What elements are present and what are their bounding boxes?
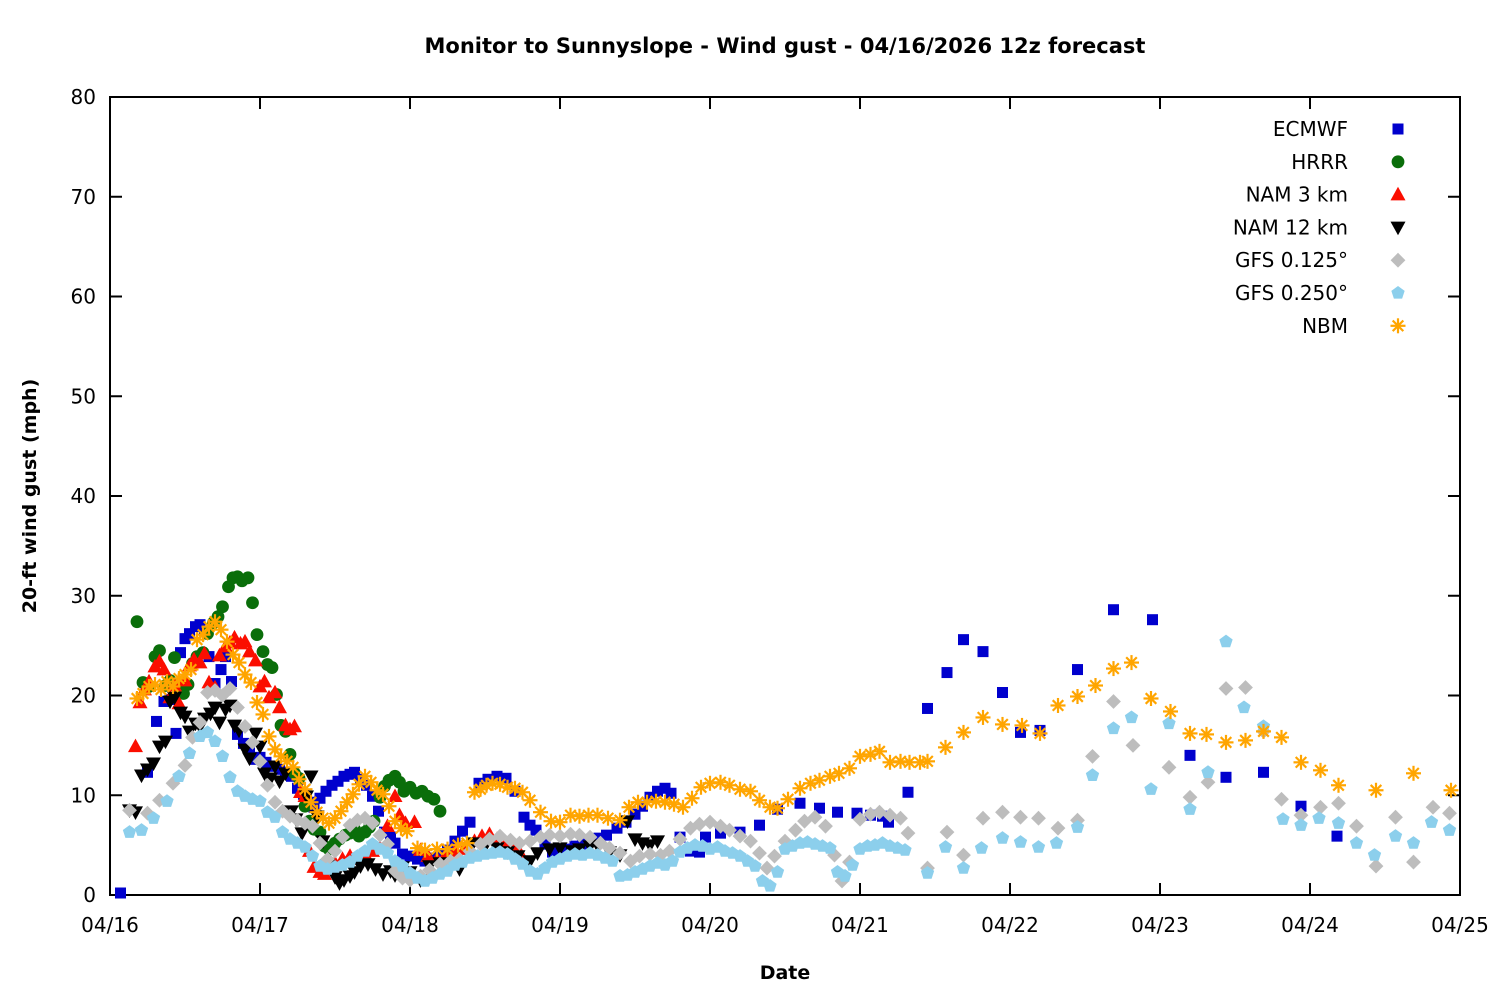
legend-item-nam-12-km: NAM 12 km — [1233, 215, 1406, 239]
x-tick-label: 04/19 — [531, 913, 589, 937]
legend-label: GFS 0.125° — [1235, 248, 1348, 272]
x-tick-label: 04/23 — [1131, 913, 1189, 937]
legend-item-nam-3-km: NAM 3 km — [1246, 183, 1406, 207]
x-tick-label: 04/25 — [1431, 913, 1489, 937]
y-tick-label: 20 — [71, 684, 96, 708]
legend: ECMWF HRRR NAM 3 km NAM 12 km GFS 0.125° GFS … — [1233, 117, 1406, 338]
x-tick-label: 04/22 — [981, 913, 1039, 937]
x-tick-label: 04/24 — [1281, 913, 1339, 937]
legend-label: ECMWF — [1273, 117, 1348, 141]
y-tick-label: 0 — [83, 883, 96, 907]
y-tick-label: 10 — [71, 783, 96, 807]
series-nbm — [129, 614, 1459, 858]
legend-label: HRRR — [1291, 150, 1348, 174]
legend-label: NAM 3 km — [1246, 183, 1348, 207]
y-tick-label: 40 — [71, 484, 96, 508]
legend-item-gfs-0-125: GFS 0.125° — [1235, 248, 1406, 272]
x-tick-label: 04/17 — [231, 913, 289, 937]
x-tick-label: 04/21 — [831, 913, 889, 937]
legend-label: NBM — [1302, 314, 1348, 338]
legend-item-ecmwf: ECMWF — [1273, 117, 1404, 141]
chart-title: Monitor to Sunnyslope - Wind gust - 04/1… — [424, 34, 1146, 58]
y-tick-label: 30 — [71, 584, 96, 608]
x-axis-label: Date — [759, 962, 811, 984]
y-tick-label: 60 — [71, 285, 96, 309]
y-tick-label: 50 — [71, 384, 96, 408]
x-tick-label: 04/18 — [381, 913, 439, 937]
y-tick-label: 70 — [71, 185, 96, 209]
legend-label: GFS 0.250° — [1235, 281, 1348, 305]
legend-label: NAM 12 km — [1233, 215, 1348, 239]
y-tick-label: 80 — [71, 85, 96, 109]
x-tick-label: 04/20 — [681, 913, 739, 937]
series-gfs-0-250 — [122, 634, 1457, 892]
legend-item-nbm: NBM — [1302, 314, 1406, 338]
x-tick-label: 04/16 — [81, 913, 139, 937]
series-gfs-0-125 — [122, 680, 1457, 889]
legend-item-hrrr: HRRR — [1291, 150, 1405, 174]
legend-item-gfs-0-250: GFS 0.250° — [1235, 281, 1405, 305]
